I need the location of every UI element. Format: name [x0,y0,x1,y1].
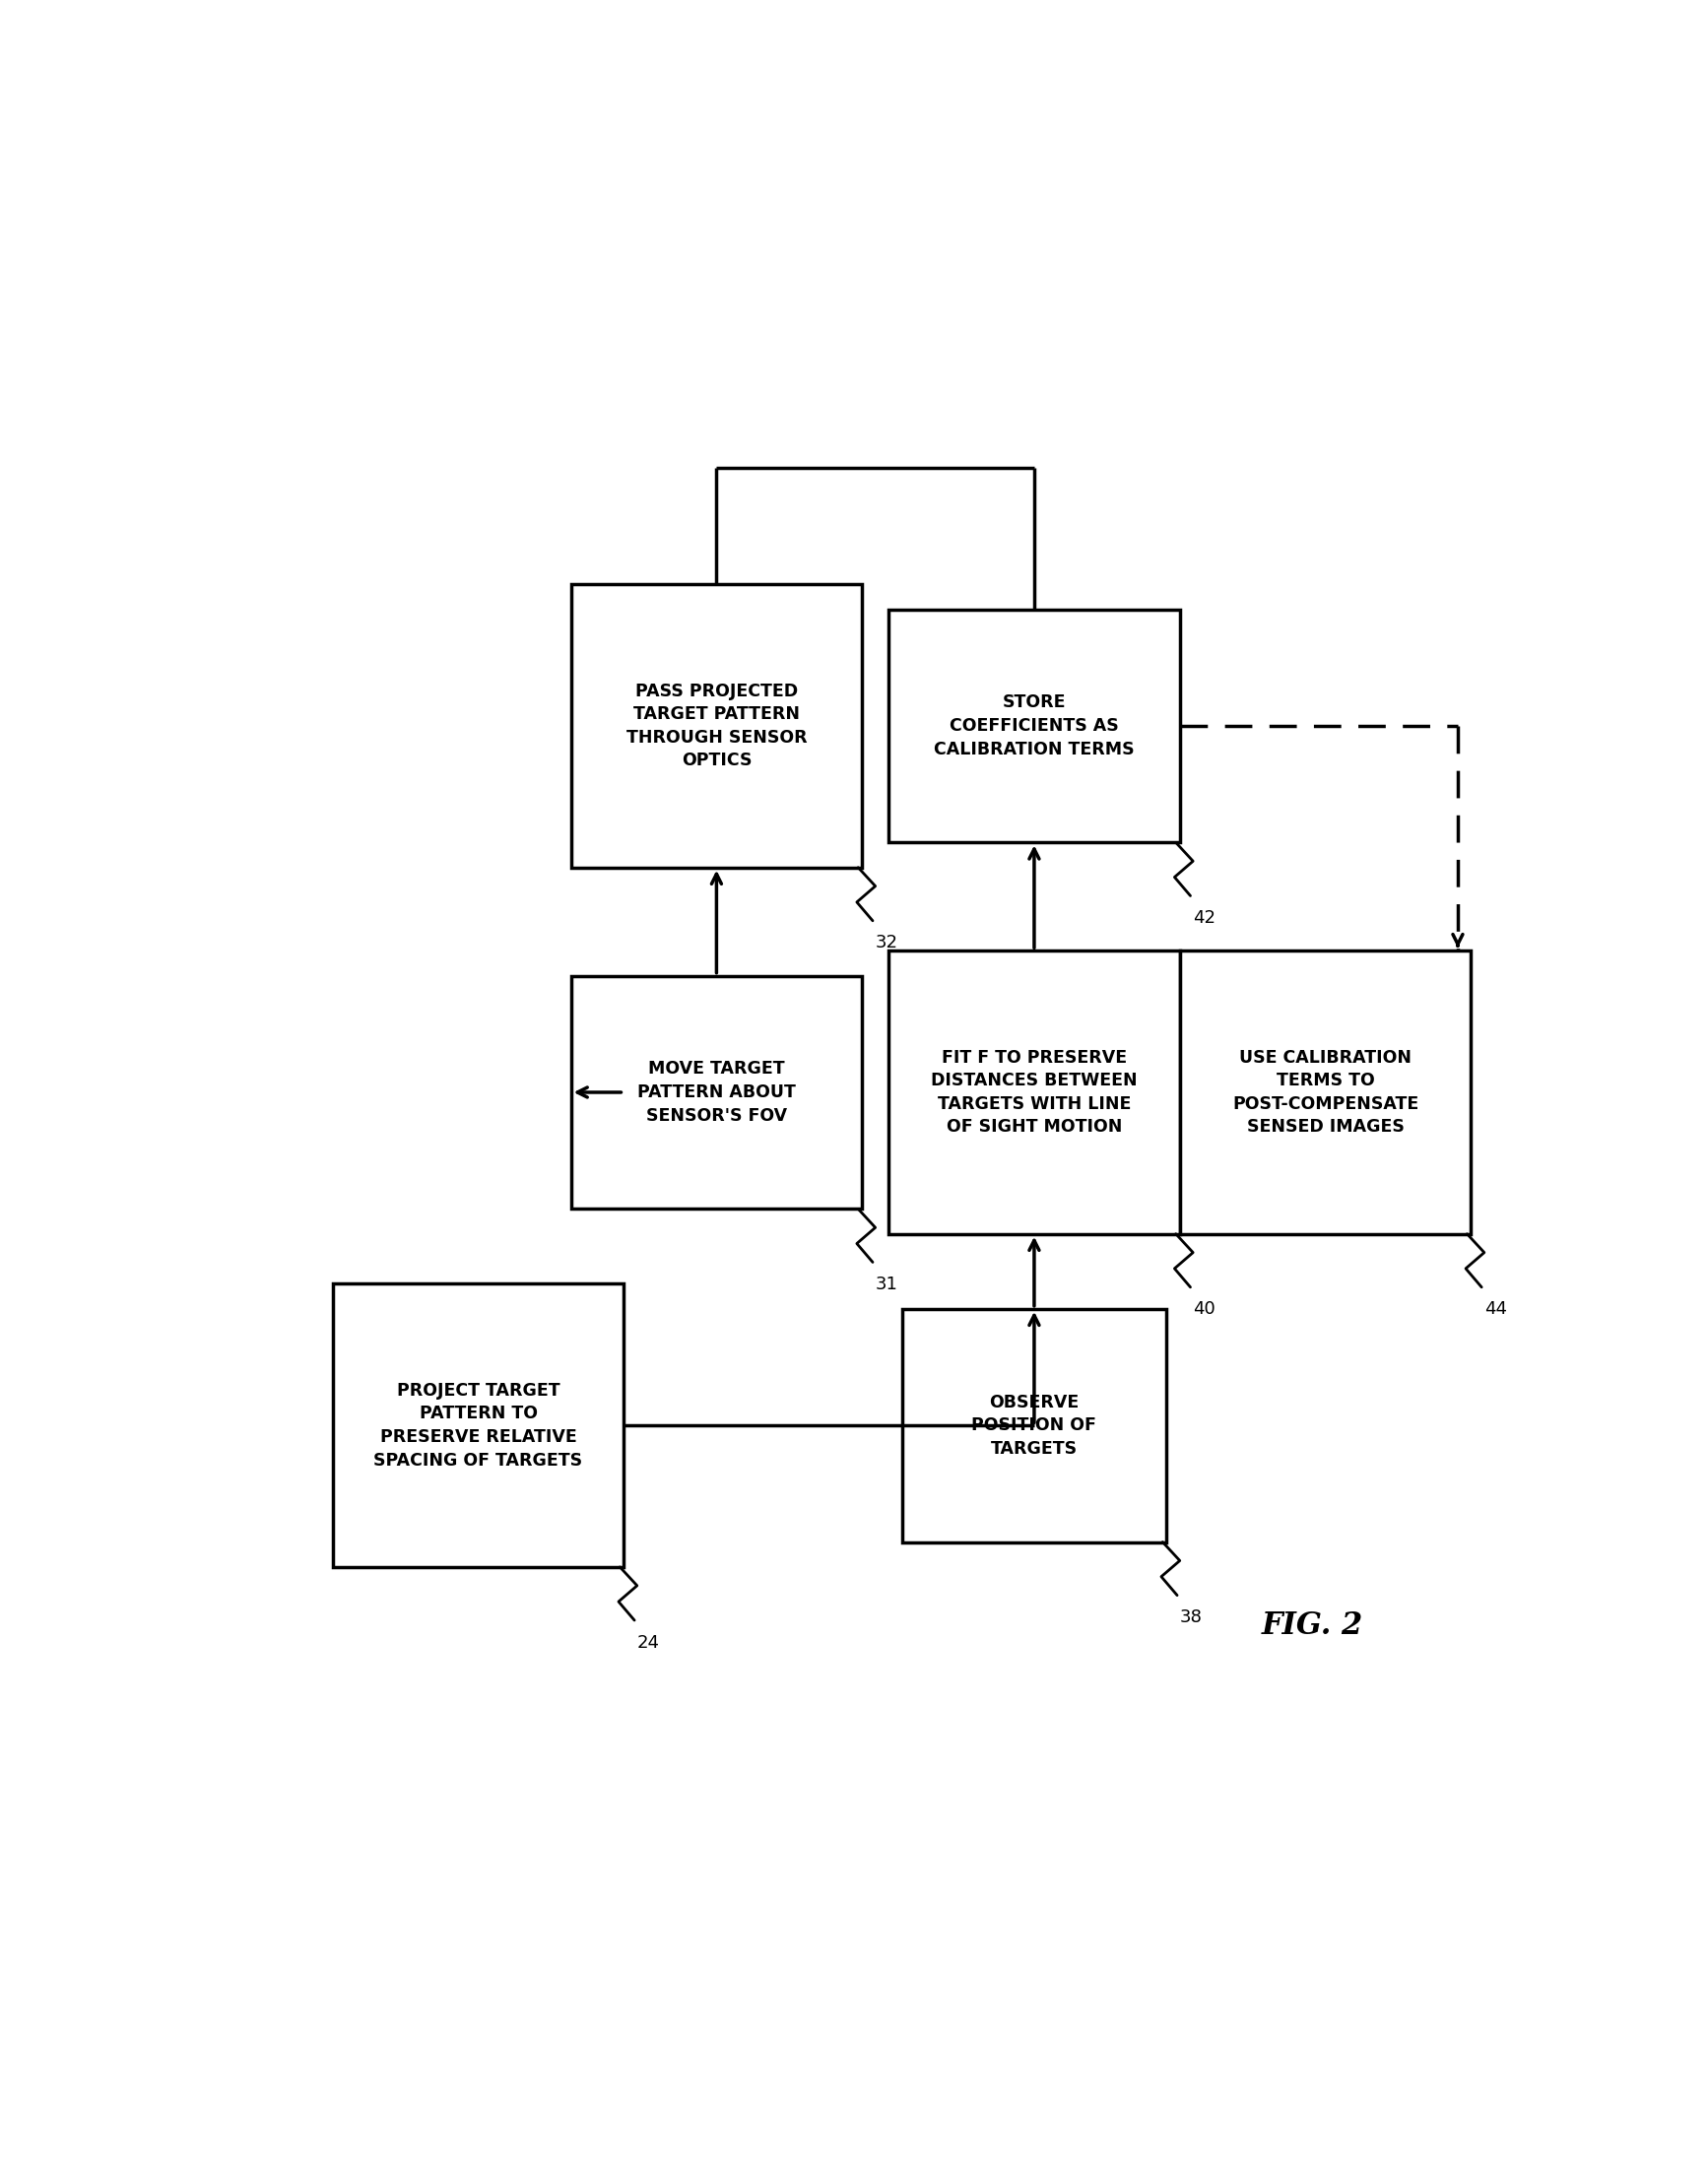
FancyBboxPatch shape [888,952,1180,1233]
Text: 44: 44 [1484,1300,1506,1317]
Text: 42: 42 [1192,908,1216,926]
Text: PROJECT TARGET
PATTERN TO
PRESERVE RELATIVE
SPACING OF TARGETS: PROJECT TARGET PATTERN TO PRESERVE RELAT… [374,1382,582,1469]
Text: 31: 31 [876,1276,898,1293]
Text: OBSERVE
POSITION OF
TARGETS: OBSERVE POSITION OF TARGETS [972,1393,1097,1458]
FancyBboxPatch shape [1180,952,1471,1233]
FancyBboxPatch shape [570,976,863,1209]
FancyBboxPatch shape [333,1285,623,1566]
Text: PASS PROJECTED
TARGET PATTERN
THROUGH SENSOR
OPTICS: PASS PROJECTED TARGET PATTERN THROUGH SE… [627,681,806,770]
Text: FIG. 2: FIG. 2 [1261,1609,1363,1640]
FancyBboxPatch shape [902,1309,1167,1542]
FancyBboxPatch shape [888,610,1180,844]
Text: 32: 32 [876,934,898,952]
Text: 40: 40 [1192,1300,1216,1317]
Text: 38: 38 [1180,1609,1202,1627]
Text: STORE
COEFFICIENTS AS
CALIBRATION TERMS: STORE COEFFICIENTS AS CALIBRATION TERMS [934,694,1134,757]
Text: USE CALIBRATION
TERMS TO
POST-COMPENSATE
SENSED IMAGES: USE CALIBRATION TERMS TO POST-COMPENSATE… [1231,1049,1419,1136]
FancyBboxPatch shape [570,584,863,867]
Text: 24: 24 [637,1633,659,1650]
Text: MOVE TARGET
PATTERN ABOUT
SENSOR'S FOV: MOVE TARGET PATTERN ABOUT SENSOR'S FOV [637,1060,796,1125]
Text: FIT F TO PRESERVE
DISTANCES BETWEEN
TARGETS WITH LINE
OF SIGHT MOTION: FIT F TO PRESERVE DISTANCES BETWEEN TARG… [931,1049,1138,1136]
